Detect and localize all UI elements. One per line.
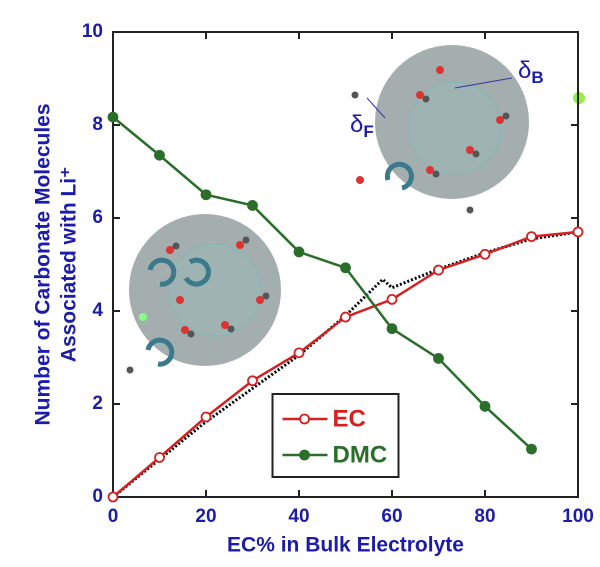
y-tick-label: 0 xyxy=(92,486,103,507)
x-tick-label: 0 xyxy=(108,506,119,527)
data-point xyxy=(341,263,350,272)
legend-marker xyxy=(300,451,309,460)
y-tick-label: 2 xyxy=(92,393,103,414)
data-point xyxy=(248,376,257,385)
data-point xyxy=(155,453,164,462)
annotation-subscript: F xyxy=(363,122,373,141)
chart: 0 20 40 60 80 100 0 2 4 6 8 10 EC% in Bulk Electroly… xyxy=(0,0,600,562)
data-point xyxy=(109,113,118,122)
legend-label: DMC xyxy=(333,441,388,468)
data-point xyxy=(155,151,164,160)
y-tick-label: 4 xyxy=(92,300,103,321)
data-point xyxy=(527,445,536,454)
y-tick-label: 6 xyxy=(92,207,103,228)
data-point xyxy=(202,413,211,422)
x-tick-label: 20 xyxy=(195,506,216,527)
x-tick-label: 60 xyxy=(381,506,402,527)
legend-marker xyxy=(300,415,309,424)
annotation-subscript: B xyxy=(531,68,543,87)
data-point xyxy=(109,493,118,502)
annotation-symbol: δ xyxy=(350,111,363,138)
y-axis-title: Associated with Li⁺ xyxy=(58,167,81,362)
illustration xyxy=(127,45,586,374)
data-point xyxy=(388,324,397,333)
x-axis-title: EC% in Bulk Electrolyte xyxy=(227,534,464,557)
data-point xyxy=(434,354,443,363)
data-point xyxy=(574,227,583,236)
data-point xyxy=(202,190,211,199)
annotation-symbol: δ xyxy=(518,57,531,84)
x-tick-label: 40 xyxy=(288,506,309,527)
legend-label: EC xyxy=(333,405,366,432)
x-tick-label: 80 xyxy=(474,506,495,527)
annotation: δB xyxy=(518,57,544,87)
y-tick-label: 8 xyxy=(92,114,103,135)
data-point xyxy=(248,201,257,210)
y-axis-title: Number of Carbonate Molecules xyxy=(32,103,55,425)
data-point xyxy=(295,348,304,357)
data-point xyxy=(527,232,536,241)
data-point xyxy=(434,266,443,275)
data-point xyxy=(481,250,490,259)
data-point xyxy=(481,402,490,411)
data-point xyxy=(388,295,397,304)
y-tick-label: 10 xyxy=(82,21,103,42)
x-tick-label: 100 xyxy=(562,506,594,527)
data-point xyxy=(295,247,304,256)
data-point xyxy=(341,313,350,322)
annotation: δF xyxy=(350,111,374,141)
